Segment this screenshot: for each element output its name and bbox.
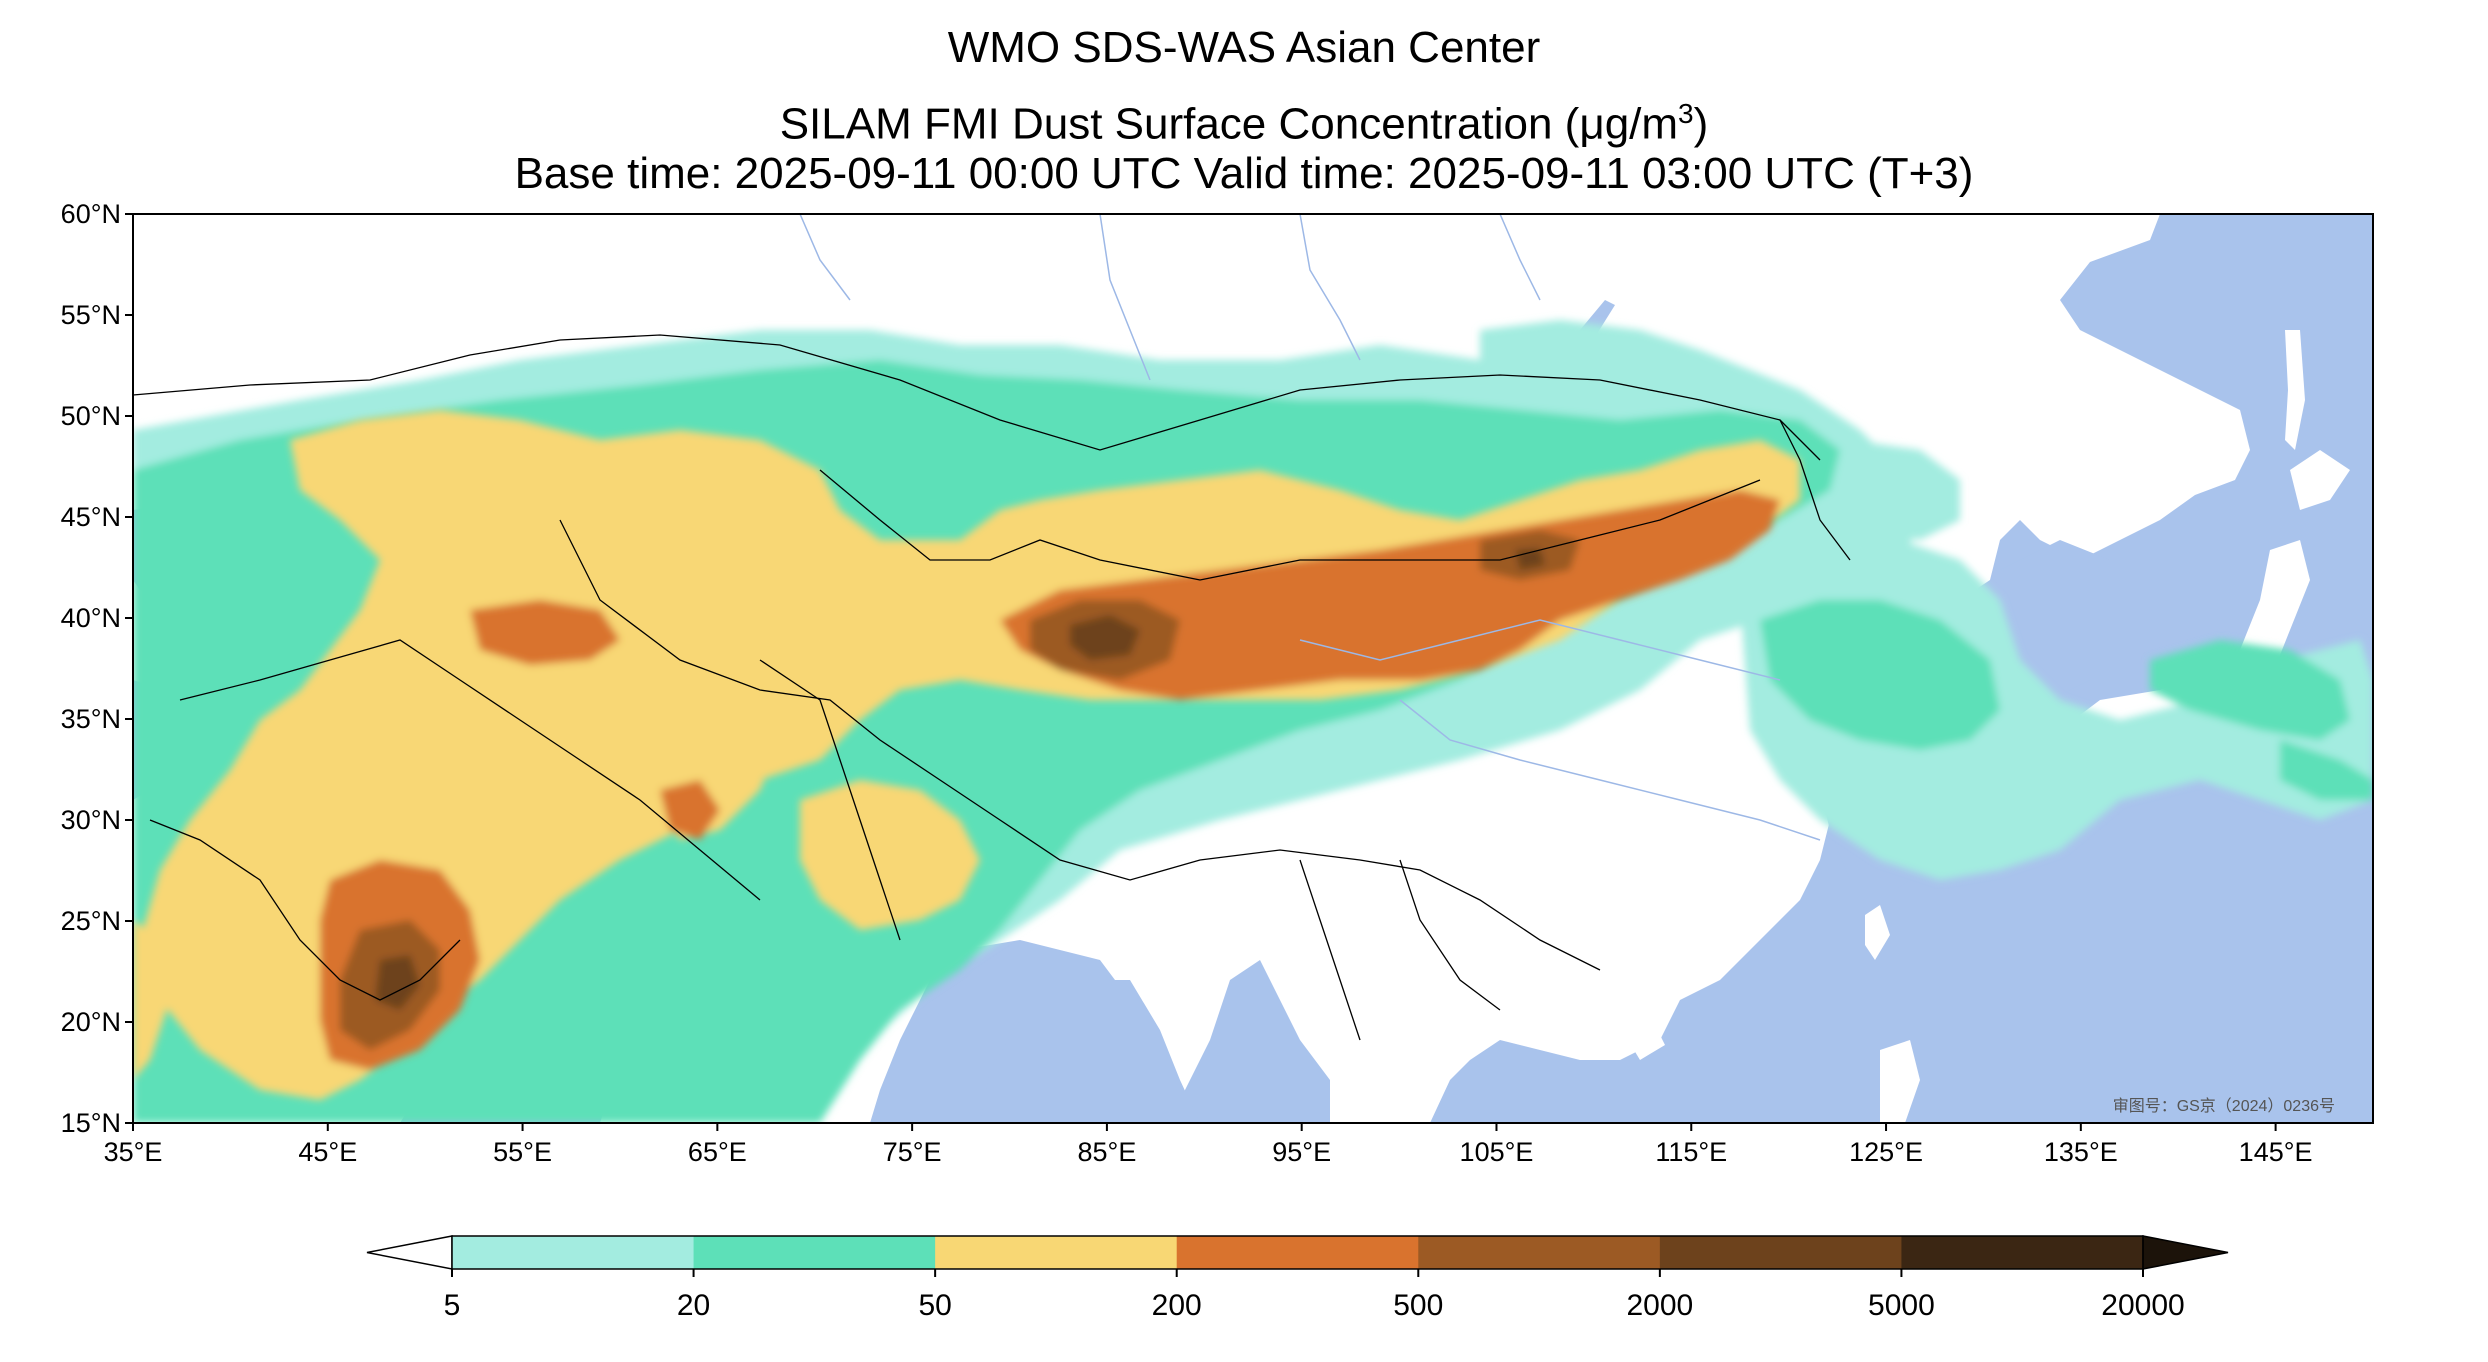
colorbar-tick-label: 20 (677, 1289, 710, 1322)
country-borders (133, 334, 1851, 1041)
title-line-1: WMO SDS-WAS Asian Center (947, 23, 1541, 72)
lat-tick-label: 40°N (61, 603, 121, 633)
lat-tick-label: 50°N (61, 401, 121, 431)
colorbar-tick-label: 50 (918, 1289, 951, 1322)
title-line-2-prefix: SILAM FMI Dust Surface Concentration ( (779, 99, 1580, 149)
lat-tick-label: 55°N (61, 300, 121, 330)
latitude-axis: 60°N 55°N 50°N 45°N 40°N 35°N 30°N 25°N 20°N 15°N (61, 199, 133, 1138)
colorbar-segment (1176, 1236, 1419, 1269)
colorbar-segment (1418, 1236, 1661, 1269)
lon-tick-label: 125°E (1849, 1137, 1923, 1167)
colorbar-extend-high (2142, 1235, 2229, 1270)
title-line-2: SILAM FMI Dust Surface Concentration (μg… (0, 88, 2488, 151)
lat-tick-label: 60°N (61, 199, 121, 229)
colorbar-segment (1659, 1236, 1902, 1269)
map-approval-watermark: 审图号：GS京（2024）0236号 (2113, 1097, 2335, 1115)
lon-tick-label: 85°E (1077, 1137, 1136, 1167)
colorbar: 5 20 50 200 500 2000 5000 20000 (366, 1235, 2229, 1322)
colorbar-tick-label: 5000 (1868, 1289, 1935, 1322)
colorbar-segment (935, 1236, 1178, 1269)
title-line-2-suffix: ) (1693, 99, 1709, 149)
colorbar-segment (1901, 1236, 2144, 1269)
longitude-axis: 35°E 45°E 55°E 65°E 75°E 85°E 95°E 105°E 115°E 12… (104, 1123, 2313, 1167)
map-frame (132, 213, 2374, 1124)
colorbar-tick-label: 500 (1393, 1289, 1443, 1322)
lon-tick-label: 105°E (1460, 1137, 1534, 1167)
colorbar-tick-label: 200 (1152, 1289, 1202, 1322)
lat-tick-label: 15°N (61, 1108, 121, 1138)
colorbar-tick-label: 2000 (1626, 1289, 1693, 1322)
map-area (133, 214, 2373, 1123)
colorbar-frame (451, 1235, 2144, 1270)
dust-concentration-fields-high (133, 410, 1800, 1100)
lon-tick-label: 145°E (2239, 1137, 2313, 1167)
colorbar-tick-label: 5 (444, 1289, 461, 1322)
colorbar-segment (452, 1236, 695, 1269)
colorbar-segment (693, 1236, 936, 1269)
title-line-3: Base time: 2025-09-11 00:00 UTC Valid ti… (514, 149, 1974, 198)
title-unit-exponent: 3 (1678, 98, 1694, 129)
rivers (799, 214, 1821, 841)
lat-tick-label: 35°N (61, 704, 121, 734)
lon-tick-label: 55°E (493, 1137, 552, 1167)
lon-tick-label: 75°E (883, 1137, 942, 1167)
lon-tick-label: 95°E (1272, 1137, 1331, 1167)
lon-tick-label: 135°E (2044, 1137, 2118, 1167)
lon-tick-label: 65°E (688, 1137, 747, 1167)
lon-tick-label: 35°E (104, 1137, 163, 1167)
lon-tick-label: 45°E (298, 1137, 357, 1167)
lat-tick-label: 25°N (61, 906, 121, 936)
title-unit: μg/m (1579, 99, 1679, 149)
lat-tick-label: 45°N (61, 502, 121, 532)
colorbar-tick-label: 20000 (2101, 1289, 2184, 1322)
lon-tick-label: 115°E (1655, 1137, 1727, 1167)
lat-tick-label: 30°N (61, 805, 121, 835)
colorbar-extend-low (366, 1235, 453, 1270)
lat-tick-label: 20°N (61, 1007, 121, 1037)
